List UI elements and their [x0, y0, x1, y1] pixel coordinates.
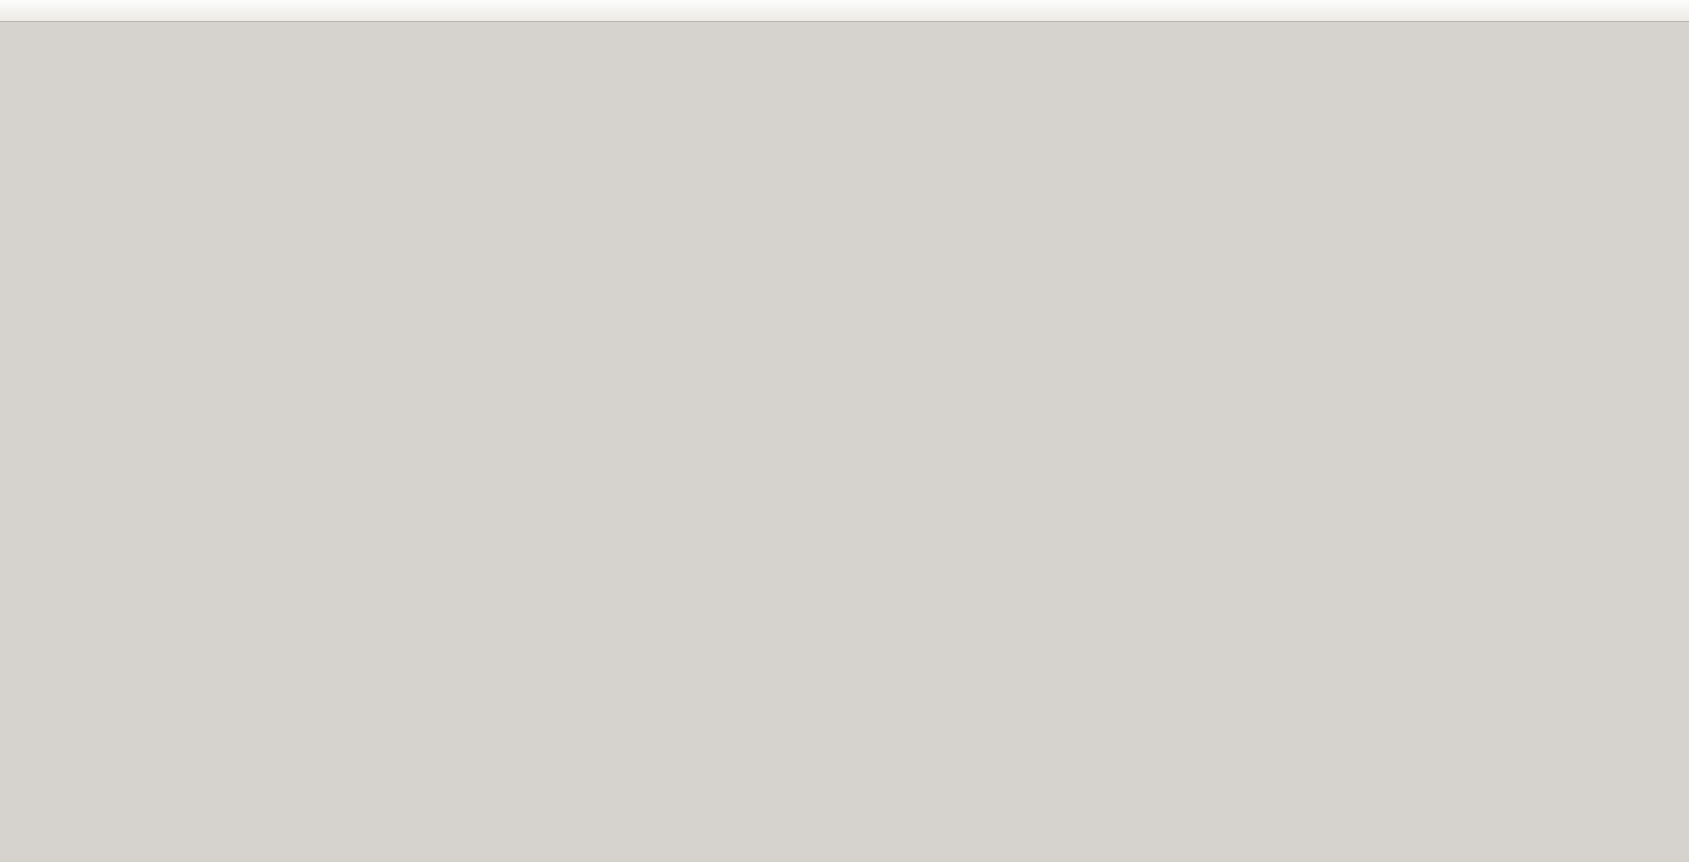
macd-indicator-label [10, 606, 13, 618]
toolbar [0, 0, 1689, 22]
chart-title [12, 27, 22, 39]
rsi-indicator-label [10, 731, 13, 743]
